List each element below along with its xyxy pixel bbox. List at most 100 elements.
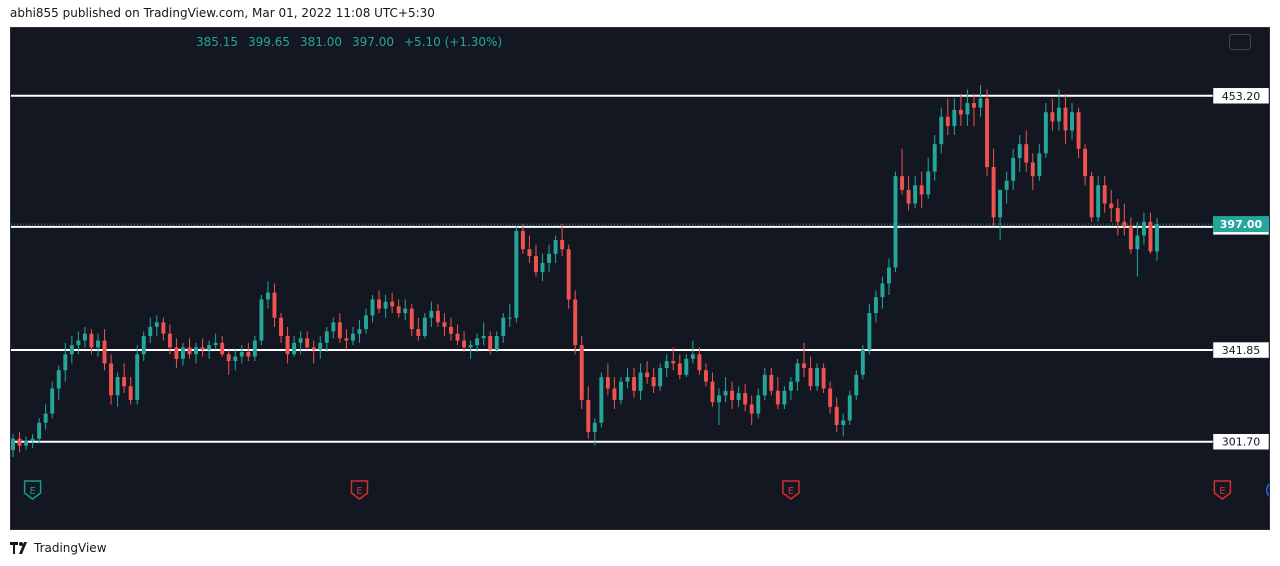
candle-body bbox=[860, 349, 865, 375]
candle-body bbox=[298, 338, 303, 343]
candle-body bbox=[96, 340, 100, 348]
candle-body bbox=[762, 374, 767, 396]
price-level-label-box bbox=[1212, 87, 1269, 105]
candle-body bbox=[422, 317, 427, 336]
candle-body bbox=[148, 326, 153, 336]
candle-body bbox=[1050, 112, 1055, 122]
candle-body bbox=[17, 438, 22, 446]
candle-body bbox=[507, 317, 512, 319]
candle-body bbox=[671, 361, 676, 364]
candle-body bbox=[1070, 112, 1074, 131]
ohlc-open: 385.15 bbox=[196, 35, 238, 49]
candle-body bbox=[475, 338, 480, 346]
candle-body bbox=[1056, 107, 1061, 122]
ohlc-high: 399.65 bbox=[248, 35, 290, 49]
candle-body bbox=[677, 363, 682, 375]
event-marker-label: E bbox=[1219, 486, 1225, 497]
candle-body bbox=[795, 363, 800, 382]
candle-body bbox=[514, 230, 519, 318]
candle-body bbox=[69, 345, 74, 355]
tradingview-logo-text: TradingView bbox=[34, 541, 107, 555]
earnings-marker[interactable] bbox=[1213, 480, 1232, 500]
candle-body bbox=[553, 240, 558, 254]
candle-body bbox=[56, 370, 61, 389]
event-marker-label: E bbox=[356, 486, 362, 497]
candle-body bbox=[383, 301, 388, 309]
candle-body bbox=[109, 363, 114, 396]
candle-body bbox=[82, 333, 87, 341]
chart-menu-button[interactable] bbox=[1229, 34, 1251, 50]
candle-body bbox=[788, 381, 793, 391]
candle-body bbox=[442, 322, 447, 327]
candle-body bbox=[272, 292, 277, 318]
candle-body bbox=[1109, 203, 1114, 209]
candle-body bbox=[194, 347, 199, 355]
candle-body bbox=[259, 299, 264, 341]
candle-body bbox=[658, 367, 663, 387]
candle-body bbox=[494, 335, 499, 350]
candle-body bbox=[1037, 153, 1042, 177]
candle-body bbox=[377, 299, 382, 309]
candle-body bbox=[279, 317, 283, 336]
candle-body bbox=[775, 390, 780, 405]
candle-body bbox=[625, 377, 630, 382]
candle-body bbox=[854, 374, 859, 396]
last-price-label-box bbox=[1213, 216, 1269, 233]
candle-body bbox=[37, 422, 42, 439]
candle-body bbox=[540, 262, 545, 273]
dividend-marker[interactable] bbox=[1265, 482, 1270, 498]
candle-body bbox=[945, 116, 950, 126]
candle-body bbox=[1024, 144, 1029, 163]
candle-body bbox=[906, 189, 911, 204]
candle-body bbox=[893, 176, 898, 268]
candle-body bbox=[978, 98, 983, 108]
candle-body bbox=[161, 322, 166, 334]
candle-body bbox=[887, 267, 891, 284]
candle-body bbox=[815, 367, 820, 387]
candle-body bbox=[102, 340, 107, 364]
earnings-marker[interactable] bbox=[23, 480, 42, 500]
candle-body bbox=[1063, 107, 1068, 131]
candle-body bbox=[1043, 112, 1048, 154]
candle-body bbox=[1004, 180, 1009, 190]
candle-body bbox=[252, 340, 257, 357]
ohlc-low: 381.00 bbox=[300, 35, 342, 49]
candle-body bbox=[605, 377, 610, 389]
candle-body bbox=[697, 354, 702, 371]
candle-body bbox=[337, 322, 342, 339]
candle-body bbox=[592, 422, 597, 432]
candle-body bbox=[1115, 208, 1120, 222]
candle-body bbox=[181, 347, 185, 359]
earnings-marker[interactable] bbox=[350, 480, 369, 500]
earnings-marker[interactable] bbox=[782, 480, 800, 500]
candle-body bbox=[174, 347, 179, 359]
candle-body bbox=[390, 301, 395, 307]
candle-body bbox=[220, 342, 225, 355]
candle-body bbox=[723, 390, 728, 396]
candle-body bbox=[736, 393, 741, 400]
candle-body bbox=[409, 308, 414, 330]
candle-body bbox=[664, 361, 669, 368]
event-marker-label: E bbox=[788, 486, 794, 497]
candle-body bbox=[1096, 185, 1101, 218]
candle-body bbox=[1076, 112, 1081, 149]
candle-body bbox=[756, 395, 761, 414]
candle-body bbox=[89, 333, 94, 348]
candle-body bbox=[599, 377, 604, 423]
candle-body bbox=[632, 377, 636, 391]
candle-body bbox=[1017, 144, 1022, 158]
candle-body bbox=[834, 406, 839, 426]
candle-body bbox=[638, 372, 643, 391]
candle-body bbox=[154, 322, 159, 327]
candle-body bbox=[573, 299, 578, 346]
candle-body bbox=[880, 283, 885, 298]
candle-body bbox=[370, 299, 375, 316]
candle-body bbox=[455, 333, 460, 341]
candle-body bbox=[50, 388, 55, 414]
candle-body bbox=[873, 297, 878, 314]
candle-body bbox=[586, 399, 591, 432]
event-marker-label: E bbox=[29, 486, 35, 497]
candle-body bbox=[1122, 221, 1127, 227]
